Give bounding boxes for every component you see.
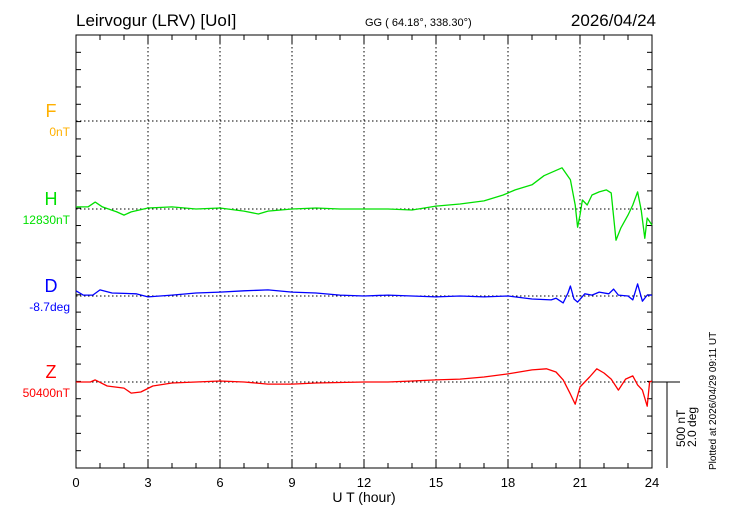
coordinates: GG ( 64.18°, 338.30°) bbox=[365, 17, 472, 29]
series-label-F: F bbox=[46, 101, 57, 121]
scale-nt: 500 nT bbox=[674, 409, 688, 447]
series-baseline-Z: 50400nT bbox=[23, 386, 71, 400]
x-tick-label: 0 bbox=[72, 475, 79, 490]
series-line-D bbox=[75, 283, 652, 304]
x-axis-label: U T (hour) bbox=[332, 489, 395, 505]
x-tick-label: 18 bbox=[501, 475, 515, 490]
x-tick-label: 9 bbox=[288, 475, 295, 490]
plotted-timestamp: Plotted at 2026/04/29 09:11 UT bbox=[708, 332, 719, 470]
series-label-D: D bbox=[45, 276, 58, 296]
series-line-H bbox=[76, 167, 653, 241]
series-label-H: H bbox=[45, 189, 58, 209]
series-line-Z bbox=[76, 368, 653, 407]
x-tick-label: 15 bbox=[429, 475, 443, 490]
station-title: Leirvogur (LRV) [UoI] bbox=[76, 11, 236, 30]
x-tick-label: 12 bbox=[357, 475, 371, 490]
series-baseline-H: 12830nT bbox=[23, 213, 71, 227]
x-tick-label: 24 bbox=[645, 475, 659, 490]
x-tick-label: 6 bbox=[216, 475, 223, 490]
series-baseline-F: 0nT bbox=[49, 125, 70, 139]
date: 2026/04/24 bbox=[571, 11, 656, 30]
x-tick-label: 3 bbox=[144, 475, 151, 490]
series-baseline-D: -8.7deg bbox=[29, 300, 70, 314]
x-tick-label: 21 bbox=[573, 475, 587, 490]
scale-deg: 2.0 deg bbox=[685, 407, 699, 447]
series-label-Z: Z bbox=[46, 362, 57, 382]
